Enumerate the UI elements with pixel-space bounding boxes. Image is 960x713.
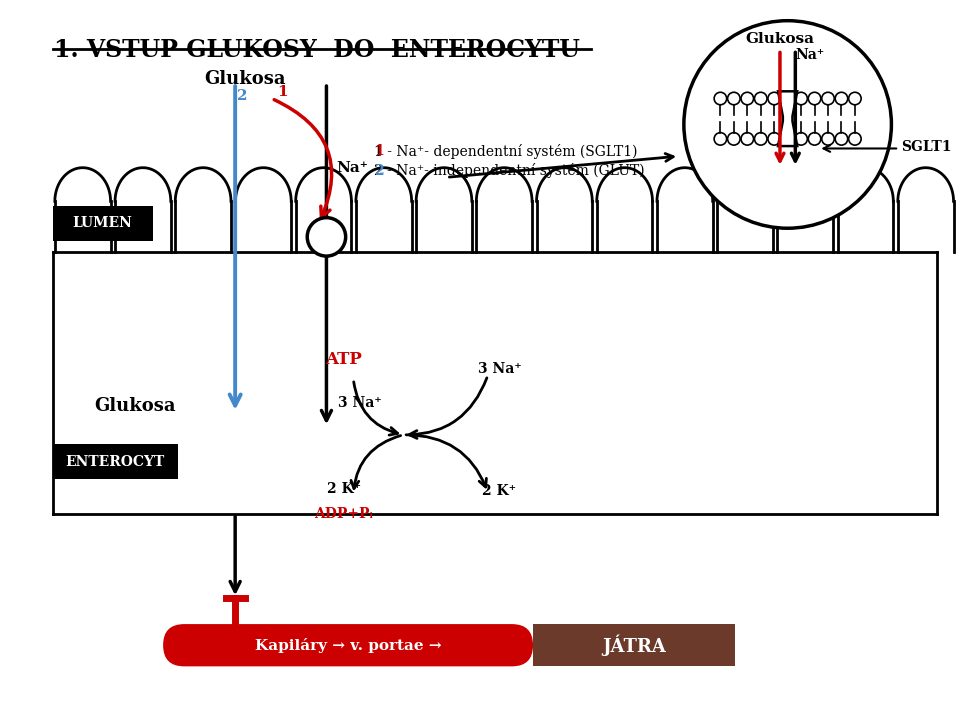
Polygon shape bbox=[778, 91, 797, 146]
Bar bbox=[537, 201, 592, 252]
Circle shape bbox=[755, 92, 767, 105]
Bar bbox=[416, 201, 472, 252]
Bar bbox=[657, 201, 712, 252]
Polygon shape bbox=[717, 168, 773, 201]
Circle shape bbox=[307, 217, 346, 256]
Text: 2 K⁺: 2 K⁺ bbox=[482, 483, 516, 498]
Bar bbox=[778, 201, 833, 252]
Text: 2: 2 bbox=[237, 89, 248, 103]
Polygon shape bbox=[296, 168, 351, 201]
Circle shape bbox=[822, 92, 834, 105]
Circle shape bbox=[781, 92, 794, 105]
Circle shape bbox=[714, 133, 727, 145]
Polygon shape bbox=[537, 168, 592, 201]
Polygon shape bbox=[778, 168, 833, 201]
Text: ENTEROCYT: ENTEROCYT bbox=[65, 455, 165, 468]
Circle shape bbox=[714, 92, 727, 105]
Bar bbox=[838, 201, 894, 252]
Circle shape bbox=[728, 133, 740, 145]
Bar bbox=[597, 201, 653, 252]
Circle shape bbox=[755, 133, 767, 145]
Circle shape bbox=[808, 92, 821, 105]
Circle shape bbox=[768, 92, 780, 105]
Circle shape bbox=[808, 133, 821, 145]
Text: 2 K⁺: 2 K⁺ bbox=[326, 481, 361, 496]
Circle shape bbox=[728, 92, 740, 105]
FancyBboxPatch shape bbox=[163, 624, 533, 667]
Polygon shape bbox=[235, 168, 291, 201]
Bar bbox=[53, 206, 154, 241]
Bar bbox=[533, 624, 734, 667]
Polygon shape bbox=[898, 168, 953, 201]
Text: 1. VSTUP GLUKOSY  DO  ENTEROCYTU: 1. VSTUP GLUKOSY DO ENTEROCYTU bbox=[54, 38, 580, 62]
Bar bbox=[296, 201, 351, 252]
Text: 2 - Na⁺- independentní systém (GLUT): 2 - Na⁺- independentní systém (GLUT) bbox=[374, 163, 645, 178]
Bar bbox=[235, 201, 291, 252]
Circle shape bbox=[741, 133, 754, 145]
Text: ATP: ATP bbox=[325, 352, 362, 369]
Text: Na⁺: Na⁺ bbox=[336, 160, 368, 175]
Bar bbox=[898, 201, 953, 252]
Circle shape bbox=[822, 133, 834, 145]
Text: Na⁺: Na⁺ bbox=[795, 48, 825, 61]
Text: Kapiláry → v. portae →: Kapiláry → v. portae → bbox=[254, 637, 442, 652]
Polygon shape bbox=[657, 168, 712, 201]
Circle shape bbox=[684, 21, 892, 228]
Text: 2: 2 bbox=[374, 163, 384, 178]
Circle shape bbox=[849, 133, 861, 145]
Circle shape bbox=[781, 133, 794, 145]
Text: Glukosa: Glukosa bbox=[746, 32, 814, 46]
Circle shape bbox=[835, 92, 848, 105]
Text: ADP+Pᵢ: ADP+Pᵢ bbox=[314, 507, 373, 520]
Text: 3 Na⁺: 3 Na⁺ bbox=[338, 396, 381, 410]
Polygon shape bbox=[115, 168, 171, 201]
Text: Glukosa: Glukosa bbox=[94, 397, 176, 415]
Text: Glukosa: Glukosa bbox=[204, 70, 286, 88]
Circle shape bbox=[795, 92, 807, 105]
Text: 1 - Na⁺- dependentní systém (SGLT1): 1 - Na⁺- dependentní systém (SGLT1) bbox=[374, 144, 638, 159]
Circle shape bbox=[795, 133, 807, 145]
Bar bbox=[53, 444, 178, 479]
Circle shape bbox=[741, 92, 754, 105]
Text: JÁTRA: JÁTRA bbox=[602, 635, 666, 656]
Bar bbox=[476, 201, 532, 252]
Text: 1: 1 bbox=[374, 144, 384, 158]
Bar bbox=[176, 201, 231, 252]
Bar bbox=[115, 201, 171, 252]
Circle shape bbox=[768, 133, 780, 145]
Text: SGLT1: SGLT1 bbox=[901, 140, 951, 153]
FancyArrowPatch shape bbox=[275, 100, 331, 217]
Polygon shape bbox=[416, 168, 472, 201]
Text: 1: 1 bbox=[277, 85, 288, 99]
Polygon shape bbox=[356, 168, 412, 201]
Bar bbox=[717, 201, 773, 252]
Bar bbox=[55, 201, 110, 252]
Polygon shape bbox=[55, 168, 110, 201]
Polygon shape bbox=[476, 168, 532, 201]
Text: 3 Na⁺: 3 Na⁺ bbox=[477, 362, 521, 376]
Polygon shape bbox=[597, 168, 653, 201]
Polygon shape bbox=[838, 168, 894, 201]
Bar bbox=[356, 201, 412, 252]
Text: LUMEN: LUMEN bbox=[73, 217, 132, 230]
Bar bbox=[53, 252, 937, 540]
Polygon shape bbox=[176, 168, 231, 201]
Circle shape bbox=[835, 133, 848, 145]
Circle shape bbox=[849, 92, 861, 105]
